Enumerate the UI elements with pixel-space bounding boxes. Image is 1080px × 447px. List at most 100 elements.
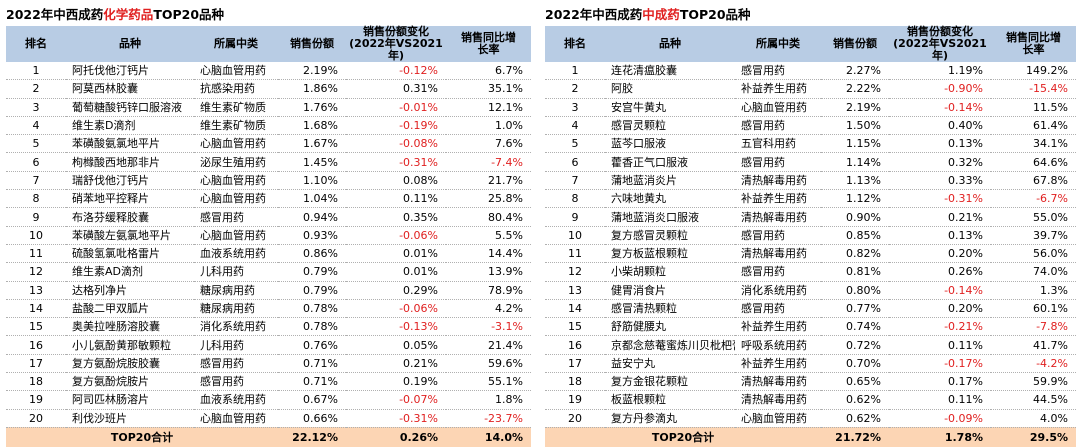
table-row: 18 复方氨酚烷胺片 感冒用药 0.71% 0.19% 55.1% bbox=[6, 372, 531, 392]
cell-share-change: 0.11% bbox=[346, 189, 446, 209]
cell-rank: 2 bbox=[6, 79, 66, 99]
col-header-growth: 销售同比增 长率 bbox=[991, 26, 1076, 62]
cell-growth: 39.7% bbox=[991, 226, 1076, 245]
cell-name: 蒲地蓝消炎片 bbox=[605, 171, 735, 191]
cell-category: 糖尿病用药 bbox=[194, 281, 278, 300]
cell-category: 补益养生用药 bbox=[735, 79, 821, 99]
col-header-growth: 销售同比增 长率 bbox=[446, 26, 531, 62]
cell-share: 1.67% bbox=[278, 134, 346, 154]
cell-name: 京都念慈菴蜜炼川贝枇杷膏 bbox=[605, 335, 735, 355]
cell-category: 感冒用药 bbox=[735, 116, 821, 136]
cell-growth: 35.1% bbox=[446, 79, 531, 99]
table-row: 1 阿托伐他汀钙片 心脑血管用药 2.19% -0.12% 6.7% bbox=[6, 62, 531, 81]
cell-growth: 67.8% bbox=[991, 171, 1076, 191]
cell-category: 维生素矿物质 bbox=[194, 98, 278, 117]
table-row: 13 达格列净片 糖尿病用药 0.79% 0.29% 78.9% bbox=[6, 281, 531, 300]
cell-share-change: -0.06% bbox=[346, 226, 446, 245]
cell-category: 儿科用药 bbox=[194, 262, 278, 282]
cell-category: 感冒用药 bbox=[194, 354, 278, 374]
cell-growth: -7.4% bbox=[446, 152, 531, 172]
cell-rank: 17 bbox=[545, 354, 605, 374]
cell-growth: -6.7% bbox=[991, 189, 1076, 209]
cell-name: 利伐沙班片 bbox=[66, 409, 194, 428]
cell-share: 1.76% bbox=[278, 98, 346, 117]
cell-growth: 4.0% bbox=[991, 409, 1076, 428]
table-row: 6 藿香正气口服液 感冒用药 1.14% 0.32% 64.6% bbox=[545, 152, 1076, 172]
cell-growth: 5.5% bbox=[446, 226, 531, 245]
cell-share-change: -0.07% bbox=[346, 390, 446, 410]
cell-growth: 149.2% bbox=[991, 62, 1076, 81]
cell-rank: 11 bbox=[6, 244, 66, 264]
cell-category: 心脑血管用药 bbox=[194, 134, 278, 154]
cell-rank: 16 bbox=[545, 335, 605, 355]
cell-category: 清热解毒用药 bbox=[735, 244, 821, 264]
cell-name: 复方感冒灵颗粒 bbox=[605, 226, 735, 245]
cell-growth: 21.7% bbox=[446, 171, 531, 191]
cell-category: 心脑血管用药 bbox=[194, 189, 278, 209]
cell-name: 健胃消食片 bbox=[605, 281, 735, 300]
cell-name: 舒筋健腰丸 bbox=[605, 317, 735, 337]
cell-share: 2.27% bbox=[821, 62, 889, 81]
cell-share: 0.78% bbox=[278, 317, 346, 337]
cell-category: 心脑血管用药 bbox=[735, 409, 821, 428]
cell-share-change: -0.90% bbox=[889, 79, 991, 99]
cell-share: 1.15% bbox=[821, 134, 889, 154]
col-header-growth-line1: 销售同比增 bbox=[1006, 31, 1061, 44]
cell-name: 苯磺酸左氨氯地平片 bbox=[66, 226, 194, 245]
cell-share-change: 0.32% bbox=[889, 152, 991, 172]
right-table-total: TOP20合计 21.72% 1.78% 29.5% bbox=[545, 427, 1076, 447]
col-header-rank: 排名 bbox=[6, 26, 66, 62]
cell-name: 苯磺酸氨氯地平片 bbox=[66, 134, 194, 154]
cell-name: 硝苯地平控释片 bbox=[66, 189, 194, 209]
cell-name: 复方氨酚烷胺胶囊 bbox=[66, 354, 194, 374]
cell-rank: 13 bbox=[6, 281, 66, 300]
cell-share-change: -0.06% bbox=[346, 299, 446, 319]
cell-category: 心脑血管用药 bbox=[735, 98, 821, 117]
cell-rank: 7 bbox=[545, 171, 605, 191]
cell-rank: 12 bbox=[6, 262, 66, 282]
cell-name: 复方氨酚烷胺片 bbox=[66, 372, 194, 392]
col-header-category: 所属中类 bbox=[735, 26, 821, 62]
right-title-suffix: TOP20品种 bbox=[679, 7, 751, 22]
col-header-category: 所属中类 bbox=[194, 26, 278, 62]
cell-share-change: -0.21% bbox=[889, 317, 991, 337]
cell-share: 1.45% bbox=[278, 152, 346, 172]
cell-share-change: 0.35% bbox=[346, 207, 446, 227]
cell-name: 复方板蓝根颗粒 bbox=[605, 244, 735, 264]
left-table-total: TOP20合计 22.12% 0.26% 14.0% bbox=[6, 427, 531, 447]
cell-category: 补益养生用药 bbox=[735, 354, 821, 374]
cell-rank: 19 bbox=[545, 390, 605, 410]
cell-category: 心脑血管用药 bbox=[194, 409, 278, 428]
cell-name: 感冒清热颗粒 bbox=[605, 299, 735, 319]
cell-category: 消化系统用药 bbox=[735, 281, 821, 300]
cell-share-change: -0.31% bbox=[346, 152, 446, 172]
left-title-suffix: TOP20品种 bbox=[153, 7, 225, 22]
cell-growth: 13.9% bbox=[446, 262, 531, 282]
col-header-share: 销售份额 bbox=[821, 26, 889, 62]
cell-rank: 18 bbox=[6, 372, 66, 392]
cell-growth: -3.1% bbox=[446, 317, 531, 337]
cell-name: 枸橼酸西地那非片 bbox=[66, 152, 194, 172]
right-table-header: 排名 品种 所属中类 销售份额 销售份额变化 (2022年VS2021年) 销售同… bbox=[545, 26, 1076, 62]
cell-category: 补益养生用药 bbox=[735, 317, 821, 337]
cell-share-change: -0.31% bbox=[346, 409, 446, 428]
right-panel: 2022年中西成药中成药TOP20品种 排名 品种 所属中类 销售份额 销售份额… bbox=[545, 4, 1076, 447]
cell-share-change: 0.33% bbox=[889, 171, 991, 191]
cell-growth: 21.4% bbox=[446, 335, 531, 355]
cell-growth: 41.7% bbox=[991, 335, 1076, 355]
cell-share: 0.94% bbox=[278, 207, 346, 227]
cell-rank: 15 bbox=[6, 317, 66, 337]
cell-growth: 12.1% bbox=[446, 98, 531, 117]
cell-growth: 25.8% bbox=[446, 189, 531, 209]
table-row: 2 阿莫西林胶囊 抗感染用药 1.86% 0.31% 35.1% bbox=[6, 79, 531, 99]
left-title-highlight: 化学药品 bbox=[103, 7, 154, 22]
cell-rank: 18 bbox=[545, 372, 605, 392]
col-header-name: 品种 bbox=[66, 26, 194, 62]
cell-share: 1.04% bbox=[278, 189, 346, 209]
cell-growth: 64.6% bbox=[991, 152, 1076, 172]
cell-name: 蓝芩口服液 bbox=[605, 134, 735, 154]
cell-share: 0.72% bbox=[821, 335, 889, 355]
cell-rank: 5 bbox=[6, 134, 66, 154]
table-row: 3 葡萄糖酸钙锌口服溶液 维生素矿物质 1.76% -0.01% 12.1% bbox=[6, 98, 531, 117]
total-change: 1.78% bbox=[889, 427, 991, 447]
